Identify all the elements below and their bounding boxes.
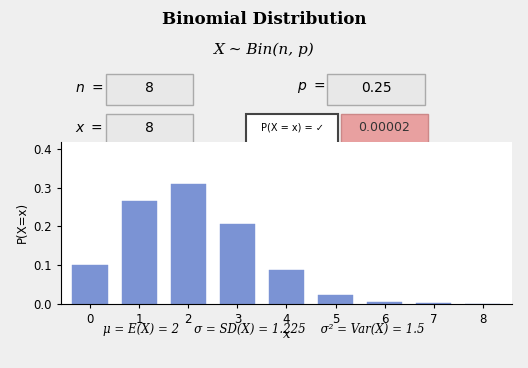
Text: 8: 8: [145, 121, 154, 135]
Bar: [121, 201, 157, 304]
FancyBboxPatch shape: [246, 114, 338, 145]
Text: 8: 8: [145, 81, 154, 95]
X-axis label: x: x: [282, 328, 290, 342]
Text: $n\ =$: $n\ =$: [75, 81, 103, 95]
Y-axis label: P(X=x): P(X=x): [16, 202, 29, 243]
FancyBboxPatch shape: [106, 74, 193, 105]
FancyBboxPatch shape: [341, 114, 428, 145]
Bar: [318, 295, 353, 304]
Text: μ = E(X) = 2    σ = SD(X) = 1.225    σ² = Var(X) = 1.5: μ = E(X) = 2 σ = SD(X) = 1.225 σ² = Var(…: [103, 323, 425, 336]
FancyBboxPatch shape: [106, 114, 193, 145]
Bar: [269, 270, 304, 304]
Bar: [220, 223, 255, 304]
Text: P(X = x) = ✓: P(X = x) = ✓: [260, 123, 324, 133]
Bar: [171, 184, 206, 304]
Text: $x\ =$: $x\ =$: [75, 121, 103, 135]
Text: Binomial Distribution: Binomial Distribution: [162, 11, 366, 28]
Text: $p\ =$: $p\ =$: [297, 80, 325, 95]
Text: 0.00002: 0.00002: [359, 121, 410, 134]
Bar: [367, 302, 402, 304]
Bar: [72, 265, 108, 304]
Text: X ∼ Bin(n, p): X ∼ Bin(n, p): [214, 43, 314, 57]
Text: 0.25: 0.25: [361, 81, 392, 95]
FancyBboxPatch shape: [327, 74, 425, 105]
